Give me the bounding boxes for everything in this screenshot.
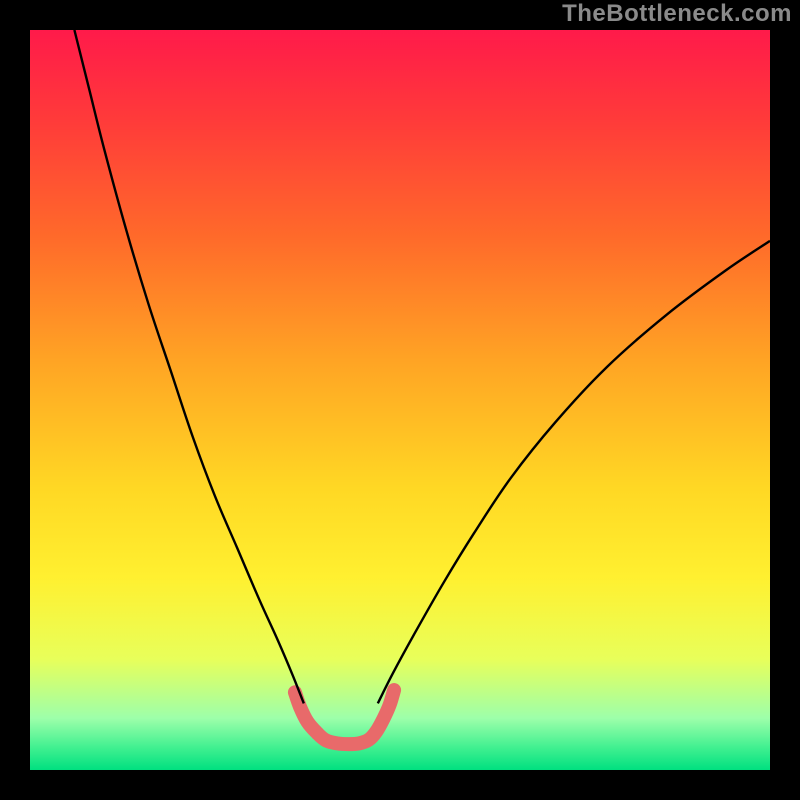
chart-stage: TheBottleneck.com	[0, 0, 800, 800]
chart-svg	[0, 0, 800, 800]
watermark-text: TheBottleneck.com	[562, 0, 792, 28]
